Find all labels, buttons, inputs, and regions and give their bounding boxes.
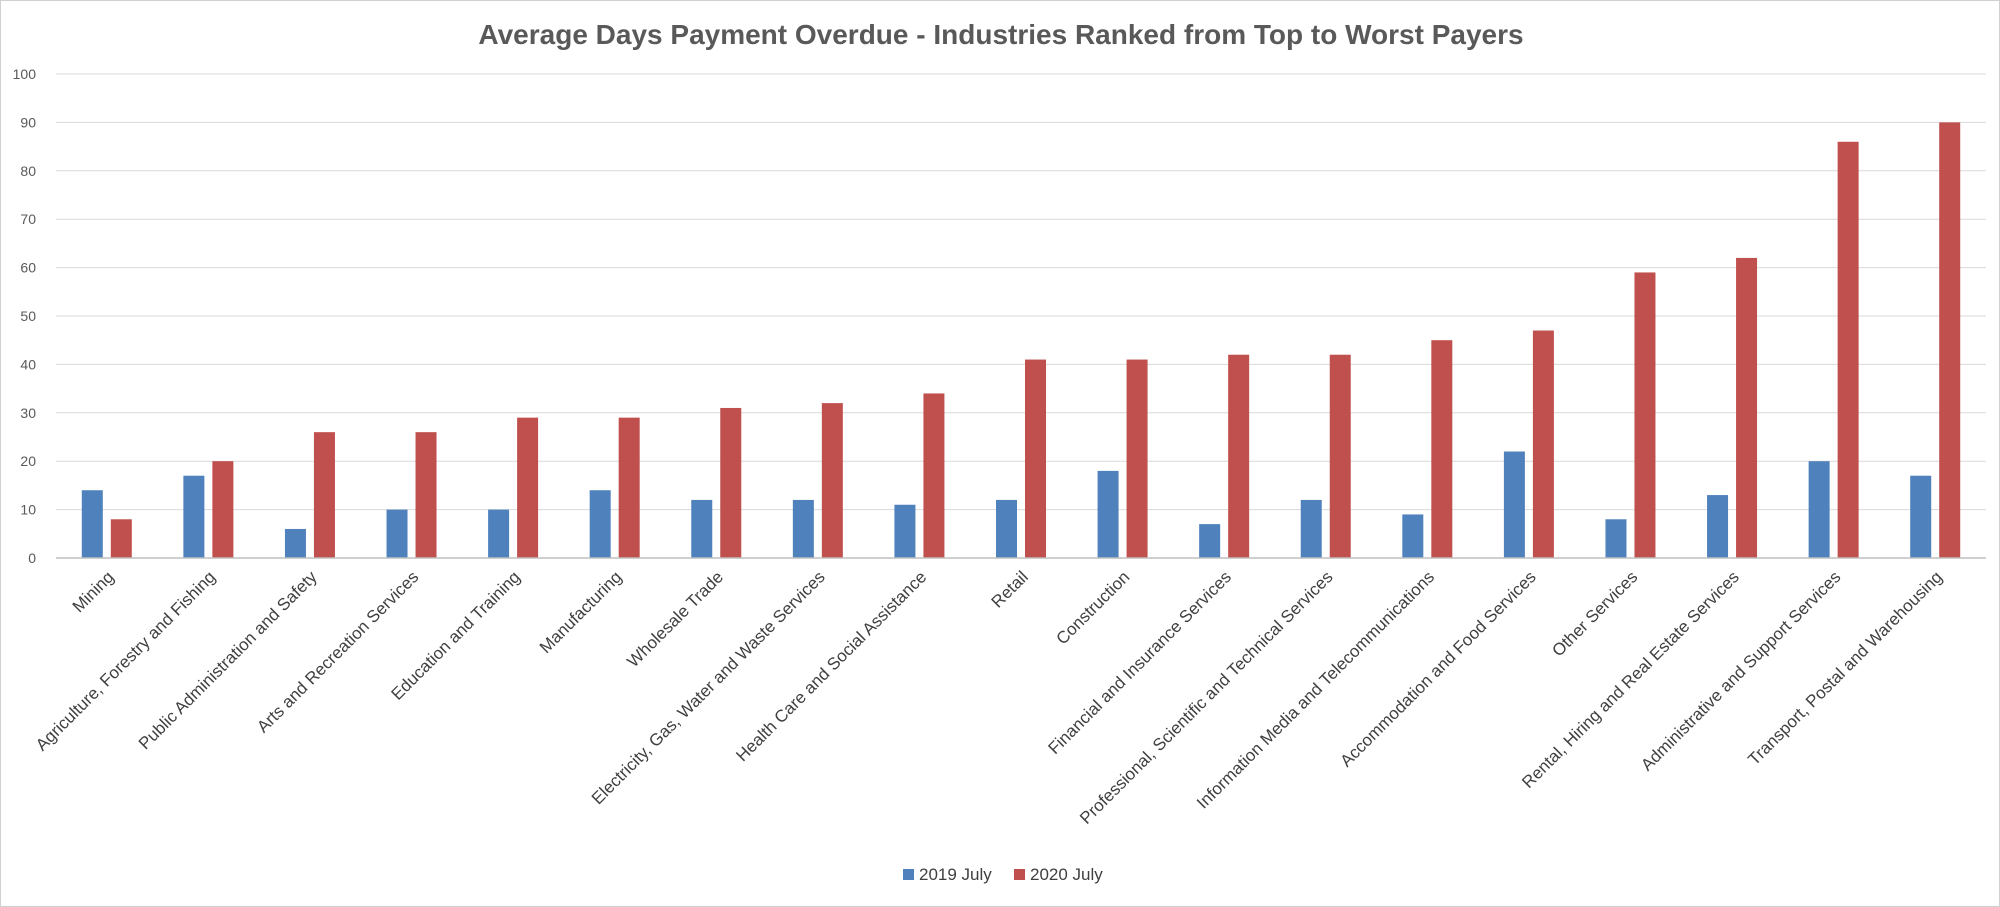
bar-series-2 [618, 417, 640, 558]
x-category-label: Manufacturing [536, 567, 626, 657]
legend: 2019 July 2020 July [903, 865, 1103, 884]
x-category-label: Administrative and Support Services [1637, 567, 1844, 774]
bar-series-1 [1503, 451, 1525, 558]
x-category-label: Public Administration and Safety [135, 567, 321, 753]
bar-series-1 [81, 490, 103, 558]
bar-series-1 [1199, 524, 1221, 558]
bar-series-2 [517, 417, 539, 558]
y-tick-label: 80 [20, 163, 36, 179]
y-tick-label: 70 [20, 211, 36, 227]
bar-series-1 [691, 499, 713, 558]
bar-series-2 [1329, 354, 1351, 558]
bar-series-2 [720, 407, 742, 558]
bar-series-2 [821, 403, 843, 558]
y-tick-label: 40 [20, 356, 36, 372]
legend-label: 2020 July [1030, 865, 1103, 884]
x-category-label: Accommodation and Food Services [1337, 567, 1540, 770]
bar-series-1 [386, 509, 408, 558]
y-tick-label: 10 [20, 502, 36, 518]
bar-series-1 [792, 499, 814, 558]
legend-label: 2019 July [919, 865, 992, 884]
x-category-label: Arts and Recreation Services [253, 567, 422, 736]
bar-series-2 [1431, 340, 1453, 558]
chart-title: Average Days Payment Overdue - Industrie… [478, 19, 1523, 50]
bar-series-2 [212, 461, 234, 558]
x-category-label: Agriculture, Forestry and Fishing [32, 567, 219, 754]
bars [81, 122, 1961, 559]
bar-series-1 [894, 504, 916, 558]
bar-series-2 [1025, 359, 1046, 558]
bar-series-2 [1736, 257, 1758, 558]
y-tick-label: 0 [28, 550, 36, 566]
x-category-label: Other Services [1548, 567, 1641, 660]
bar-series-1 [284, 528, 306, 558]
x-category-label: Information Media and Telecommunications [1193, 567, 1438, 812]
y-tick-label: 30 [20, 405, 36, 421]
x-category-label: Retail [988, 567, 1032, 611]
y-tick-label: 60 [20, 260, 36, 276]
bar-series-1 [589, 490, 611, 558]
x-category-label: Financial and Insurance Services [1044, 567, 1235, 758]
x-category-label: Wholesale Trade [623, 567, 727, 671]
y-tick-label: 90 [20, 114, 36, 130]
legend-swatch [903, 869, 914, 880]
bar-series-1 [1097, 470, 1119, 558]
x-category-label: Health Care and Social Assistance [732, 567, 930, 765]
x-category-label: Rental, Hiring and Real Estate Services [1518, 567, 1743, 792]
x-category-label: Construction [1052, 567, 1133, 648]
x-category-label: Electricity, Gas, Water and Waste Servic… [588, 567, 829, 808]
y-axis-ticks: 0 10 20 30 40 50 60 70 80 90 100 [13, 66, 37, 566]
bar-series-2 [1126, 359, 1148, 558]
bar-series-2 [923, 393, 945, 558]
y-tick-label: 50 [20, 308, 36, 324]
y-tick-label: 20 [20, 453, 36, 469]
bar-series-2 [1837, 141, 1859, 558]
bar-series-2 [415, 432, 437, 558]
legend-swatch [1014, 869, 1025, 880]
x-category-label: Transport, Postal and Warehousing [1744, 567, 1946, 769]
bar-series-1 [1402, 514, 1424, 558]
bar-series-1 [1707, 495, 1729, 558]
bar-series-1 [996, 499, 1017, 558]
bar-series-1 [1300, 499, 1322, 558]
bar-series-2 [110, 519, 132, 558]
bar-series-1 [1808, 461, 1830, 558]
y-tick-label: 100 [13, 66, 37, 82]
bar-series-2 [313, 432, 335, 558]
bar-series-2 [1939, 122, 1961, 559]
bar-series-2 [1532, 330, 1554, 558]
bar-series-2 [1228, 354, 1250, 558]
bar-series-1 [488, 509, 510, 558]
bar-series-1 [1910, 475, 1932, 558]
bar-series-1 [183, 475, 205, 558]
bar-series-1 [1605, 519, 1627, 558]
gridlines [56, 73, 1986, 511]
x-category-label: Mining [69, 567, 118, 616]
bar-series-2 [1634, 272, 1656, 558]
